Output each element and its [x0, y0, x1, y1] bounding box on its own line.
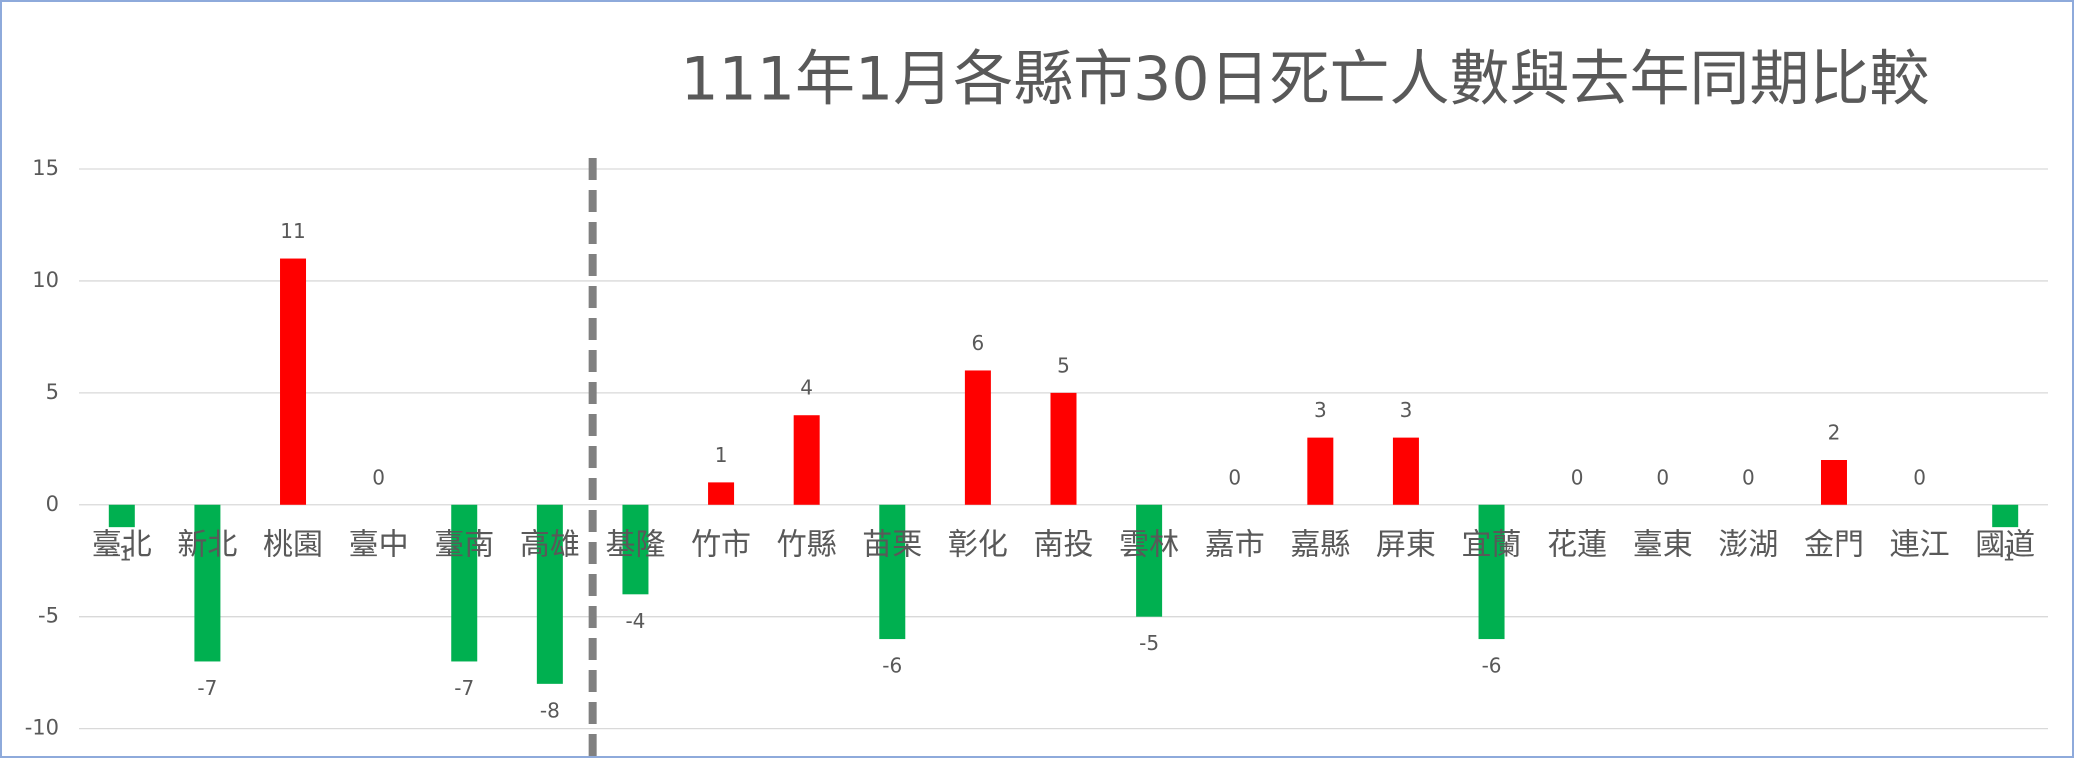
- x-tick-label: 屏東: [1376, 527, 1436, 562]
- data-label: 11: [280, 219, 305, 243]
- data-label: -7: [454, 676, 474, 700]
- data-label: 0: [1571, 465, 1584, 489]
- bar: [964, 370, 991, 505]
- data-label: 5: [1057, 353, 1070, 377]
- bar: [793, 415, 820, 505]
- data-label: -6: [882, 654, 902, 678]
- bar: [280, 258, 307, 505]
- data-label: 3: [1400, 398, 1413, 422]
- bar: [536, 504, 563, 684]
- data-label: -4: [625, 609, 645, 633]
- data-label: 2: [1828, 421, 1841, 445]
- data-label: -8: [540, 698, 560, 722]
- x-tick-label: 嘉縣: [1290, 527, 1350, 562]
- y-tick-label: 0: [46, 492, 59, 516]
- data-label: 6: [972, 331, 985, 355]
- data-label: 0: [1228, 465, 1241, 489]
- data-label: 0: [1913, 465, 1926, 489]
- x-tick-label: 雲林: [1119, 527, 1179, 562]
- y-tick-label: -5: [38, 604, 59, 628]
- bar: [1136, 504, 1163, 617]
- chart-title: 111年1月各縣市30日死亡人數與去年同期比較: [680, 45, 1929, 115]
- x-tick-label: 竹市: [691, 527, 751, 562]
- bar: [1050, 392, 1077, 505]
- x-tick-label: 連江: [1890, 527, 1950, 562]
- bar: [708, 482, 735, 505]
- x-tick-label: 臺北: [92, 527, 152, 562]
- y-tick-label: 10: [32, 268, 59, 292]
- bar: [1392, 437, 1419, 505]
- x-tick-label: 南投: [1034, 527, 1094, 562]
- x-tick-label: 桃園: [263, 527, 323, 562]
- data-label: 1: [715, 443, 728, 467]
- data-label: 3: [1314, 398, 1327, 422]
- data-label: 0: [1742, 465, 1755, 489]
- x-tick-label: 臺中: [349, 527, 409, 562]
- bar: [622, 504, 649, 595]
- data-label: 0: [372, 465, 385, 489]
- y-tick-label: 5: [46, 380, 59, 404]
- x-tick-label: 澎湖: [1718, 527, 1778, 562]
- x-tick-label: 臺南: [434, 527, 494, 562]
- bar: [451, 504, 478, 662]
- x-tick-label: 基隆: [605, 527, 665, 562]
- x-tick-label: 彰化: [948, 527, 1008, 562]
- bar: [1820, 460, 1847, 505]
- data-label: -6: [1482, 654, 1502, 678]
- x-tick-label: 苗栗: [862, 527, 922, 562]
- bar: [1992, 504, 2019, 528]
- x-tick-label: 臺東: [1633, 527, 1693, 562]
- bar: [1307, 437, 1334, 505]
- data-label: 0: [1656, 465, 1669, 489]
- y-tick-label: -10: [25, 716, 59, 740]
- bar: [1478, 504, 1505, 640]
- data-label: -7: [197, 676, 217, 700]
- x-tick-label: 宜蘭: [1462, 527, 1522, 562]
- data-label: -1: [1995, 542, 2015, 566]
- x-tick-label: 國道: [1975, 527, 2035, 562]
- bar: [108, 504, 135, 528]
- x-tick-label: 花蓮: [1547, 527, 1607, 562]
- data-label: -1: [112, 542, 132, 566]
- x-tick-label: 高雄: [520, 527, 580, 562]
- data-label: 4: [800, 376, 813, 400]
- x-tick-label: 竹縣: [777, 527, 837, 562]
- bar: [879, 504, 906, 640]
- data-label: -5: [1139, 631, 1159, 655]
- x-tick-label: 嘉市: [1205, 527, 1265, 562]
- x-tick-label: 新北: [177, 527, 237, 562]
- y-tick-label: 15: [32, 156, 59, 180]
- x-tick-label: 金門: [1804, 527, 1864, 562]
- bar: [194, 504, 221, 662]
